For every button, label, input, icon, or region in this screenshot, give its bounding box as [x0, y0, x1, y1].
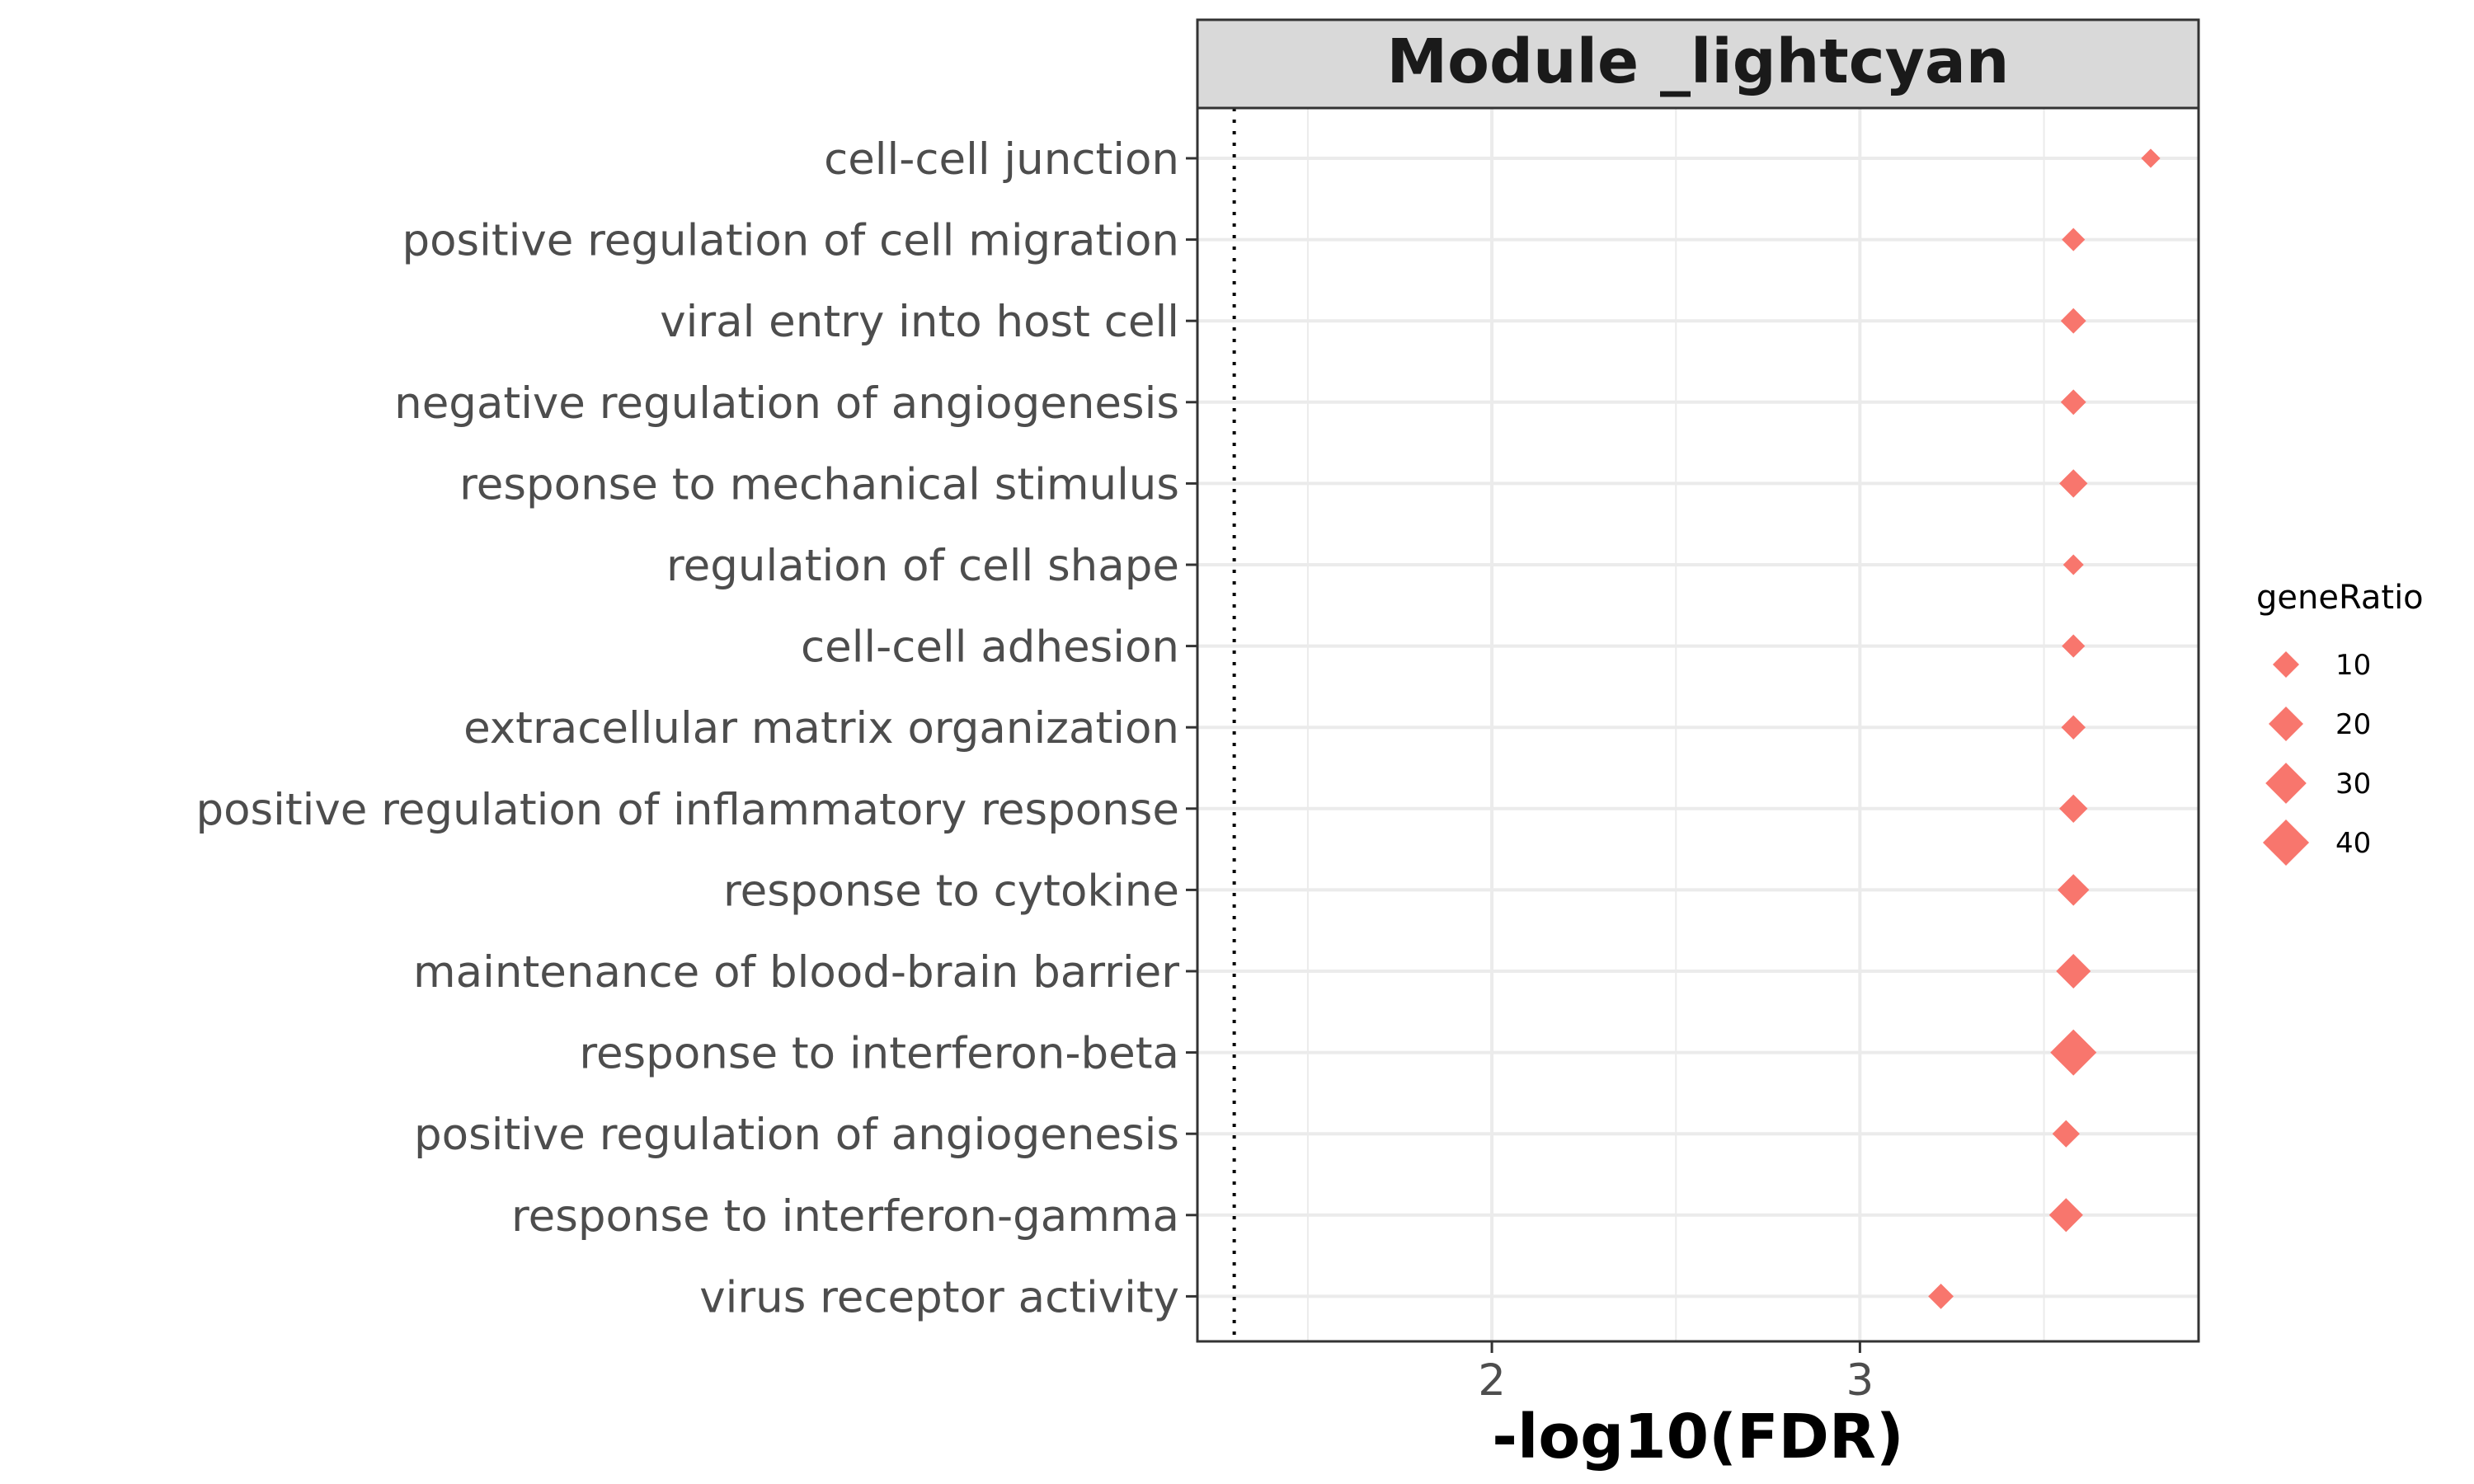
legend-title: geneRatio: [2256, 579, 2424, 617]
y-tick-label: virus receptor activity: [699, 1272, 1179, 1322]
facet-title: Module _lightcyan: [1387, 26, 2010, 97]
legend-key: [2262, 819, 2310, 866]
legend-key: [2265, 763, 2307, 804]
facet-strip: [1196, 18, 2200, 110]
y-tick-label: cell-cell adhesion: [801, 622, 1179, 673]
y-tick-label: regulation of cell shape: [666, 541, 1179, 591]
data-point: [2141, 148, 2161, 168]
legend-label: 30: [2335, 768, 2371, 801]
data-point: [2050, 1029, 2097, 1076]
data-point: [2056, 954, 2091, 989]
y-tick-label: response to mechanical stimulus: [459, 459, 1179, 510]
legend-label: 10: [2335, 649, 2371, 682]
y-tick-label: negative regulation of angiogenesis: [394, 378, 1179, 429]
data-point: [2061, 715, 2086, 740]
data-points: [1928, 148, 2161, 1309]
legend-items: 10 20 30 40: [2262, 649, 2371, 866]
y-tick-label: extracellular matrix organization: [463, 703, 1179, 754]
y-tick-label: maintenance of blood-brain barrier: [413, 947, 1179, 998]
y-tick-label: positive regulation of cell migration: [402, 216, 1179, 266]
y-tick-label: response to interferon-gamma: [511, 1191, 1179, 1242]
x-tick-label: 2: [1478, 1355, 1506, 1406]
data-point: [2060, 389, 2086, 416]
legend-key: [2272, 650, 2300, 679]
data-point: [2048, 1198, 2083, 1233]
data-point: [1928, 1284, 1954, 1309]
y-axis: cell-cell junction positive regulation of…: [195, 134, 1197, 1322]
data-point: [2062, 554, 2084, 575]
data-point: [2052, 1120, 2080, 1148]
x-axis-title: -log10(FDR): [1492, 1402, 1903, 1472]
legend-label: 40: [2335, 827, 2371, 860]
legend: geneRatio 10 20 30 40: [2256, 579, 2424, 866]
gridlines: [1197, 108, 2199, 1341]
x-tick-label: 3: [1846, 1355, 1874, 1406]
data-point: [2059, 469, 2088, 498]
data-point: [2062, 634, 2086, 658]
legend-key: [2269, 707, 2303, 741]
y-tick-label: viral entry into host cell: [660, 297, 1179, 347]
data-point: [2059, 794, 2088, 823]
data-point: [2060, 308, 2086, 334]
y-tick-label: response to interferon-beta: [579, 1029, 1179, 1079]
y-tick-label: positive regulation of angiogenesis: [414, 1110, 1179, 1160]
y-tick-label: cell-cell junction: [824, 134, 1179, 185]
y-tick-label: positive regulation of inflammatory resp…: [195, 785, 1179, 835]
y-tick-label: response to cytokine: [723, 866, 1179, 916]
data-point: [2062, 228, 2086, 251]
data-point: [2058, 874, 2090, 906]
legend-label: 20: [2335, 708, 2371, 741]
